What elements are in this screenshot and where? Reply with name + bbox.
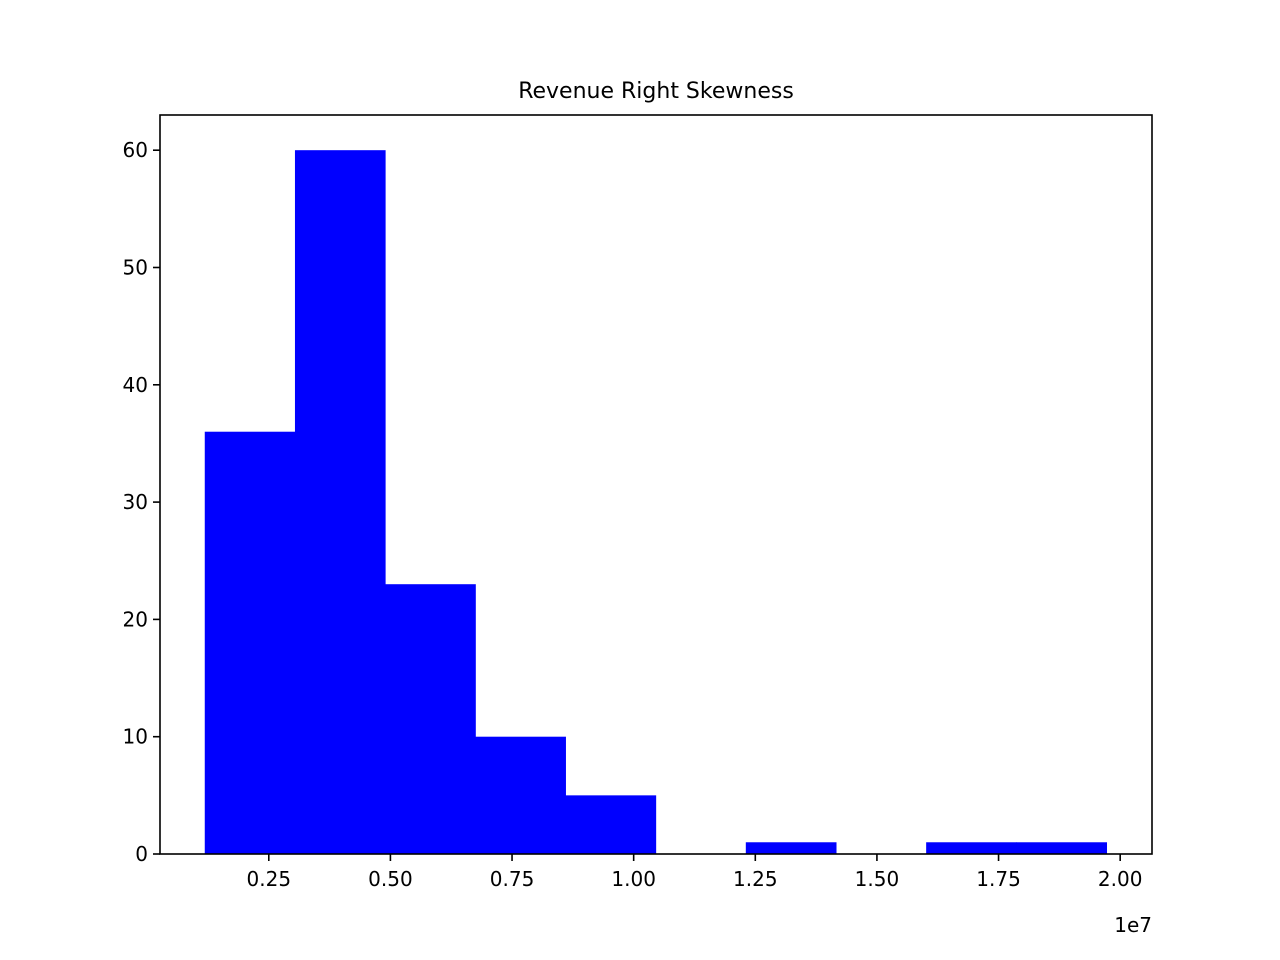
y-tick-label: 30: [123, 490, 148, 514]
y-tick-label: 60: [123, 138, 148, 162]
chart-title: Revenue Right Skewness: [518, 79, 794, 104]
histogram-bar: [1016, 842, 1108, 854]
x-tick-label: 1.50: [855, 867, 900, 891]
histogram-bar: [294, 150, 386, 854]
x-tick-label: 1.00: [611, 867, 656, 891]
histogram-bar: [745, 842, 837, 854]
x-tick-label: 0.50: [368, 867, 413, 891]
x-tick-label: 1.25: [733, 867, 778, 891]
histogram-bar: [926, 842, 1017, 854]
histogram-bar: [565, 795, 657, 854]
histogram-bar: [385, 584, 476, 854]
y-tick-label: 20: [123, 607, 148, 631]
x-axis-offset-label: 1e7: [1114, 913, 1152, 937]
x-axis: 0.25 0.50 0.75 1.00 1.25 1.50 1.75 2.00: [247, 854, 1143, 891]
y-tick-label: 40: [123, 373, 148, 397]
y-tick-label: 0: [135, 842, 148, 866]
histogram-bar: [204, 431, 296, 854]
y-tick-label: 50: [123, 255, 148, 279]
x-tick-label: 2.00: [1098, 867, 1143, 891]
x-tick-label: 0.25: [247, 867, 292, 891]
x-tick-label: 0.75: [490, 867, 535, 891]
y-tick-label: 10: [123, 725, 148, 749]
y-axis: 0 10 20 30 40 50 60: [123, 138, 160, 866]
x-tick-label: 1.75: [976, 867, 1021, 891]
histogram-bar: [475, 736, 566, 854]
plot-area-frame: [159, 114, 1153, 855]
bars-group: [204, 150, 1108, 854]
